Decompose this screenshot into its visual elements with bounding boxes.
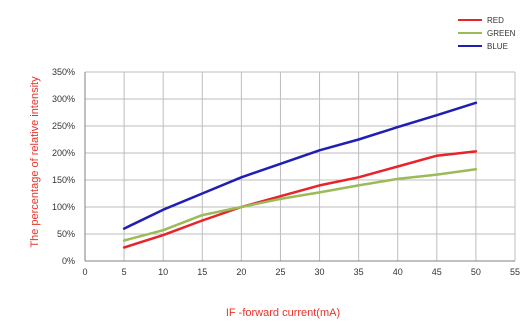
legend-label-blue: BLUE (487, 42, 508, 51)
y-tick-label: 250% (52, 121, 75, 131)
x-tick-label: 35 (354, 267, 364, 277)
y-tick-label: 50% (57, 229, 75, 239)
series-line-red (122, 150, 478, 249)
legend-label-red: RED (487, 16, 504, 25)
x-tick-label: 0 (82, 267, 87, 277)
y-tick-label: 300% (52, 94, 75, 104)
legend: RED GREEN BLUE (458, 16, 516, 51)
series-line-blue (122, 101, 478, 230)
x-tick-label: 45 (432, 267, 442, 277)
y-tick-label: 100% (52, 202, 75, 212)
y-tick-label: 150% (52, 175, 75, 185)
x-tick-label: 10 (158, 267, 168, 277)
series-line-green (122, 167, 478, 242)
x-axis-label: IF -forward current(mA) (226, 307, 340, 319)
y-tick-label: 200% (52, 148, 75, 158)
x-tick-label: 15 (197, 267, 207, 277)
y-tick-label: 0% (62, 256, 75, 266)
x-tick-label: 50 (471, 267, 481, 277)
y-axis-label: The percentage of relative intensity (29, 76, 41, 248)
x-tick-label: 30 (315, 267, 325, 277)
grid (84, 71, 516, 262)
x-tick-label: 20 (236, 267, 246, 277)
x-tick-label: 25 (275, 267, 285, 277)
x-tick-label: 55 (510, 267, 520, 277)
x-tick-label: 5 (122, 267, 127, 277)
series-lines (122, 101, 478, 249)
y-tick-label: 350% (52, 67, 75, 77)
legend-label-green: GREEN (487, 29, 516, 38)
x-tick-label: 40 (393, 267, 403, 277)
axes (84, 72, 515, 262)
x-tick-labels: 0 5 10 15 20 25 30 35 40 45 50 55 (82, 267, 520, 277)
y-tick-labels: 0% 50% 100% 150% 200% 250% 300% 350% (52, 67, 75, 266)
